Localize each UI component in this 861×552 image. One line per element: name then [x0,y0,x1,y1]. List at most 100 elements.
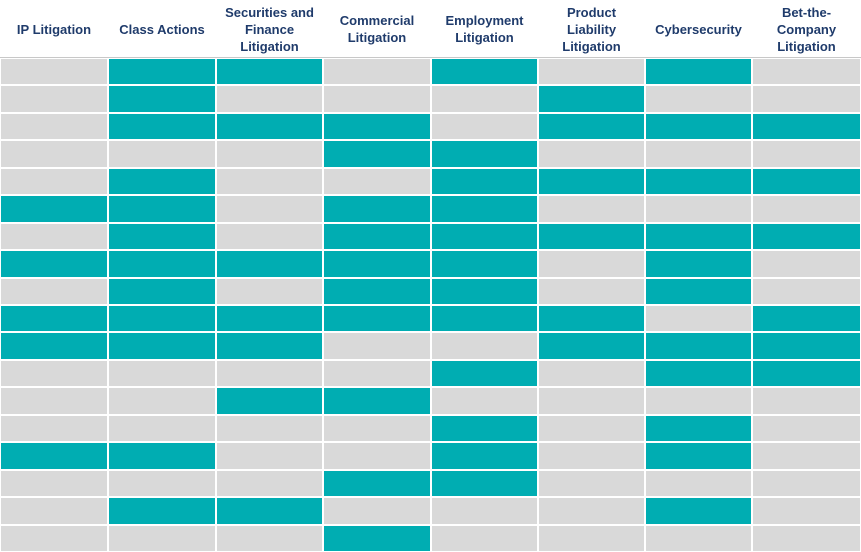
grid-cell [753,388,860,414]
grid-cell [217,196,322,222]
grid-cell [539,443,644,469]
grid-cell [109,141,215,167]
grid-cell [539,141,644,167]
grid-cell [539,59,644,84]
grid-cell [109,224,215,249]
grid-cell [646,333,751,359]
grid-cell [432,388,537,414]
grid-cell [753,224,860,249]
grid-cell [109,251,215,277]
grid-cell [432,114,537,139]
grid-cell [324,59,430,84]
grid-cell [753,361,860,386]
grid-cell [646,169,751,194]
grid-cell [539,526,644,551]
grid-cell [324,169,430,194]
grid-cell [1,224,107,249]
column-header-line: IP Litigation [16,21,92,37]
grid-cell [432,526,537,551]
grid-cell [1,86,107,112]
grid-cell [646,59,751,84]
column-header-line: Employment [445,13,524,28]
grid-cell [1,498,107,524]
grid-cell [646,224,751,249]
grid-cell [432,86,537,112]
grid-cell [109,471,215,496]
grid-cell [753,86,860,112]
grid-cell [753,416,860,441]
grid-cell [217,388,322,414]
column-header-line: Liability [566,21,617,37]
grid-cell [324,224,430,249]
grid-cell [539,224,644,249]
grid-cell [109,114,215,139]
grid-cell [217,498,322,524]
grid-cell [539,279,644,304]
grid-cell [1,471,107,496]
column-header-employment-litigation: Employment Litigation [431,0,538,58]
grid-cell [1,361,107,386]
grid-cell [539,86,644,112]
grid-cell [1,141,107,167]
grid-cell [646,86,751,112]
grid-cell [324,471,430,496]
grid-cell [1,388,107,414]
grid-cell [432,196,537,222]
grid-cell [753,471,860,496]
column-header-line: Finance [244,21,295,37]
grid-cell [1,526,107,551]
grid-cell [109,59,215,84]
grid-cell [324,141,430,167]
column-header-product-liability-litigation: Product Liability Litigation [538,0,645,58]
column-header-line: Litigation [455,30,514,45]
column-header-line: Litigation [777,38,836,54]
grid-cell [432,169,537,194]
column-header-line: Product [566,4,617,20]
column-header-line: Cybersecurity [655,21,742,37]
grid-cell [1,306,107,331]
grid-cell [432,416,537,441]
grid-cell [432,224,537,249]
grid-cell [432,443,537,469]
grid-cell [539,114,644,139]
grid-cell [109,388,215,414]
grid-cell [1,59,107,84]
column-header-ip-litigation: IP Litigation [0,0,108,58]
grid-cell [432,471,537,496]
grid-cell [539,333,644,359]
grid-cell [1,114,107,139]
grid-cell [109,279,215,304]
grid-cell [539,251,644,277]
grid-cell [432,279,537,304]
grid-cell [646,443,751,469]
grid-cell [109,526,215,551]
grid-cell [646,416,751,441]
grid-cell [646,361,751,386]
column-header-line: Company [776,21,837,37]
grid-cell [324,86,430,112]
grid-cell [432,59,537,84]
grid-cell [432,306,537,331]
grid-cell [324,251,430,277]
grid-cell [539,361,644,386]
grid-cell [217,224,322,249]
grid-cell [539,306,644,331]
grid-cell [217,86,322,112]
grid-cell [646,471,751,496]
grid-cell [753,333,860,359]
grid-cell [539,196,644,222]
grid-cell [753,59,860,84]
grid-cell [753,251,860,277]
column-header-line: Class Actions [119,21,205,37]
grid-cell [109,306,215,331]
grid-cell [432,141,537,167]
grid-cell [324,279,430,304]
column-header-class-actions: Class Actions [108,0,216,58]
column-header-line: Bet-the- [781,4,832,20]
grid-cell [217,306,322,331]
grid-cell [1,443,107,469]
grid-cell [432,251,537,277]
table-header: IP Litigation Class Actions Securities a… [0,0,861,58]
grid-cell [324,388,430,414]
grid-cell [109,361,215,386]
